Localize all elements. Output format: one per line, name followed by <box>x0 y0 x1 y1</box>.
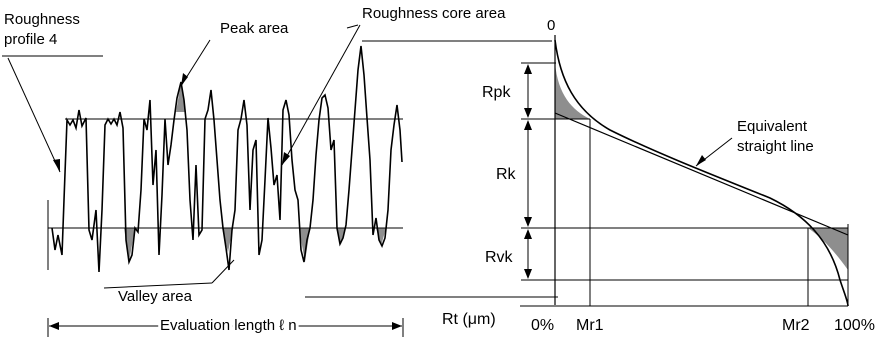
tick-100-percent: 100% <box>834 317 875 334</box>
rpk-shaded-area <box>555 63 590 119</box>
valley-area-fill-1 <box>124 228 135 262</box>
core-area-pointer <box>281 24 361 166</box>
profile-label-pointer <box>7 57 61 173</box>
evaluation-arrowhead-left <box>49 322 59 330</box>
valley-area-fill-2 <box>222 228 233 252</box>
rvk-shaded-area <box>808 228 848 270</box>
valley-area-leader <box>211 259 235 284</box>
roughness-profile-trace <box>51 45 403 273</box>
rk-arrow-down <box>524 217 532 227</box>
rk-arrow-up <box>524 120 532 130</box>
profile-panel: Roughness profile 4 Peak area Roughness … <box>2 5 558 337</box>
peak-area-fill <box>176 82 186 112</box>
core-area-arrowhead <box>282 152 290 165</box>
rvk-arrow-down <box>524 269 532 279</box>
equivalent-label-line1: Equivalent <box>737 118 808 135</box>
equivalent-label-line2: straight line <box>737 138 814 155</box>
material-ratio-curve <box>554 39 849 307</box>
rvk-arrow-up <box>524 229 532 239</box>
rk-label: Rk <box>496 166 517 183</box>
rt-axis-label: Rt (μm) <box>442 311 496 328</box>
equivalent-straight-line <box>554 112 849 236</box>
valley-area-label: Valley area <box>118 288 193 305</box>
profile-label-arrowhead <box>53 159 60 172</box>
rvk-label: Rvk <box>485 249 514 266</box>
tick-0-percent: 0% <box>531 317 554 334</box>
tick-mr1: Mr1 <box>576 317 604 334</box>
curve-panel: 0 Rpk Rk Rvk Equivalent straight line Rt… <box>442 17 875 334</box>
rpk-label: Rpk <box>482 84 511 101</box>
core-area-leader <box>346 24 359 29</box>
profile-label-line1: Roughness <box>4 11 80 28</box>
profile-label-line2: profile 4 <box>4 31 57 48</box>
rpk-arrow-down <box>524 108 532 118</box>
zero-label: 0 <box>547 17 555 34</box>
peak-area-arrowhead <box>181 73 188 86</box>
tick-mr2: Mr2 <box>782 317 810 334</box>
valley-area-pointer <box>103 282 213 289</box>
evaluation-length-label: Evaluation length ℓ n <box>160 317 297 334</box>
evaluation-arrowhead-right <box>392 322 402 330</box>
core-area-label: Roughness core area <box>362 5 506 22</box>
equivalent-arrowhead <box>696 155 706 166</box>
rpk-arrow-up <box>524 64 532 74</box>
peak-area-label: Peak area <box>220 20 289 37</box>
